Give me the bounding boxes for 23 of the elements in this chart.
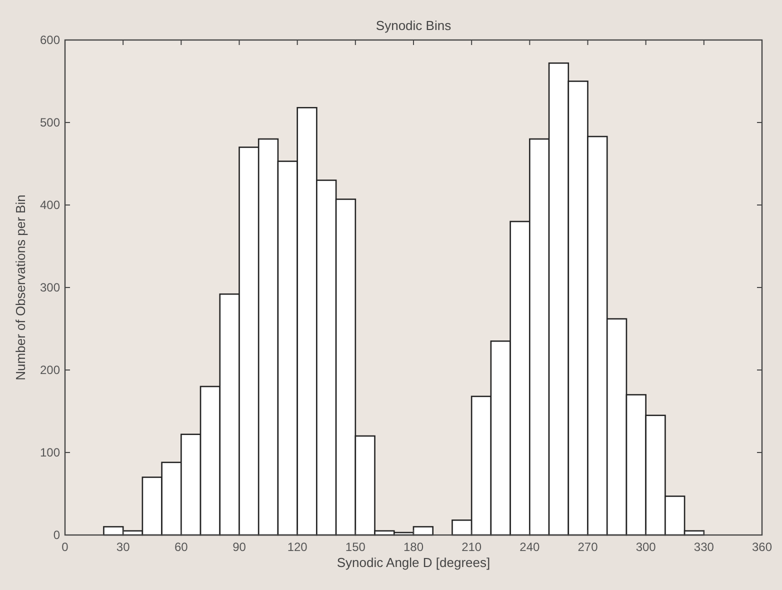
- y-tick-label: 600: [40, 33, 60, 47]
- y-tick-label: 400: [40, 198, 60, 212]
- y-tick-label: 300: [40, 280, 60, 294]
- x-tick-label: 360: [752, 540, 772, 554]
- x-tick-label: 240: [520, 540, 540, 554]
- x-axis-title: Synodic Angle D [degrees]: [336, 555, 490, 570]
- x-tick-label: 0: [62, 540, 69, 554]
- y-tick-label: 200: [40, 363, 60, 377]
- x-tick-label: 120: [287, 540, 308, 554]
- y-tick-label: 500: [40, 116, 60, 130]
- x-tick-label: 60: [174, 540, 188, 554]
- x-tick-label: 210: [462, 540, 482, 554]
- y-tick-label: 0: [53, 528, 60, 542]
- x-tick-label: 180: [403, 540, 424, 554]
- chart-title: Synodic Bins: [376, 18, 452, 33]
- x-tick-label: 330: [694, 540, 714, 554]
- y-tick-label: 100: [40, 446, 60, 460]
- x-tick-label: 270: [578, 540, 598, 554]
- x-tick-label: 300: [636, 540, 656, 554]
- x-tick-label: 150: [345, 540, 366, 554]
- x-tick-label: 30: [116, 540, 130, 554]
- x-tick-label: 90: [232, 540, 246, 554]
- y-axis-title: Number of Observations per Bin: [13, 194, 28, 380]
